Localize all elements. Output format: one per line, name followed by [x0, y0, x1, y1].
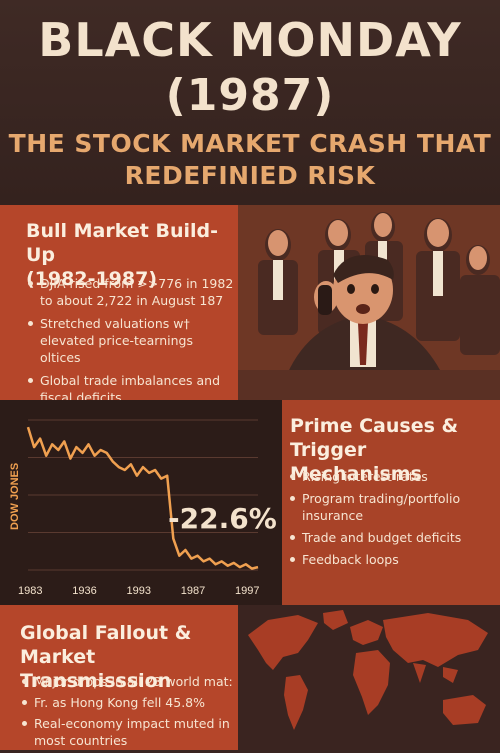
list-item: DJIA rised from >>776 in 1982 to about 2… — [26, 275, 234, 309]
bull-market-panel: Bull Market Build-Up (1982-1987) DJIA ri… — [0, 205, 238, 405]
traders-illustration — [238, 205, 500, 400]
x-tick-label: 1987 — [181, 585, 205, 597]
global-fallout-title: Global Fallout & Market Transmisssion — [20, 621, 235, 693]
page-subtitle: THE STOCK MARKET CRASH THAT REDEFINIED R… — [0, 128, 500, 192]
traders-illustration-svg — [238, 205, 500, 400]
list-item: Program trading/portfolio insurance — [288, 490, 496, 524]
global-fallout-title-line-1: Global Fallout & — [20, 622, 192, 644]
list-item: Rising interest rates — [288, 468, 496, 485]
prime-causes-panel: Prime Causes & Trigger Mechanisms Rising… — [282, 400, 500, 605]
chart-annotation: -22.6% — [168, 502, 277, 535]
list-item: Real-economy impact muted in most countr… — [20, 715, 235, 749]
bull-market-list: DJIA rised from >>776 in 1982 to about 2… — [26, 275, 234, 412]
list-item: Feedback loops — [288, 551, 496, 568]
list-item: Major drops in all 23 world mat: — [20, 673, 235, 690]
dow-jones-chart-panel: DOW JONES -22.6% 1983 1936 1993 1987 1997 — [0, 400, 282, 605]
global-fallout-panel: Global Fallout & Market Transmisssion Ma… — [0, 605, 238, 750]
global-fallout-list: Major drops in all 23 world mat: Fr. as … — [20, 673, 235, 753]
bull-market-title: Bull Market Build-Up (1982-1987) — [26, 219, 236, 291]
world-map — [238, 605, 500, 750]
list-item: Fr. as Hong Kong fell 45.8% — [20, 694, 235, 711]
page-title-year: (1987) — [165, 70, 335, 121]
list-item: Stretched valuations w† elevated price-t… — [26, 315, 234, 366]
y-axis-label: DOW JONES — [9, 463, 21, 530]
bull-market-title-line-2: (1982-1987) — [26, 268, 158, 290]
page-title: BLACK MONDAY — [38, 13, 462, 67]
x-tick-label: 1993 — [127, 585, 151, 597]
prime-causes-title-line-1: Prime Causes & — [290, 415, 459, 437]
x-tick-label: 1997 — [235, 585, 259, 597]
world-map-svg — [248, 610, 488, 730]
dow-jones-chart: DOW JONES -22.6% 1983 1936 1993 1987 1997 — [9, 419, 277, 597]
x-tick-label: 1983 — [18, 585, 42, 597]
prime-causes-title-line-2: Trigger Mechanisms — [290, 439, 422, 485]
header: BLACK MONDAY (1987) THE STOCK MARKET CRA… — [0, 0, 500, 205]
series-line — [26, 426, 259, 570]
subtitle-line-1: THE STOCK MARKET CRASH THAT — [8, 129, 492, 158]
prime-causes-list: Rising interest rates Program trading/po… — [288, 468, 496, 573]
list-item: Trade and budget deficits — [288, 529, 496, 546]
prime-causes-title: Prime Causes & Trigger Mechanisms — [290, 414, 495, 486]
bull-market-title-line-1: Bull Market Build-Up — [26, 220, 218, 266]
global-fallout-title-line-2: Market Transmisssion — [20, 646, 172, 692]
x-tick-label: 1936 — [72, 585, 96, 597]
subtitle-line-2: REDEFINIED RISK — [124, 161, 376, 190]
